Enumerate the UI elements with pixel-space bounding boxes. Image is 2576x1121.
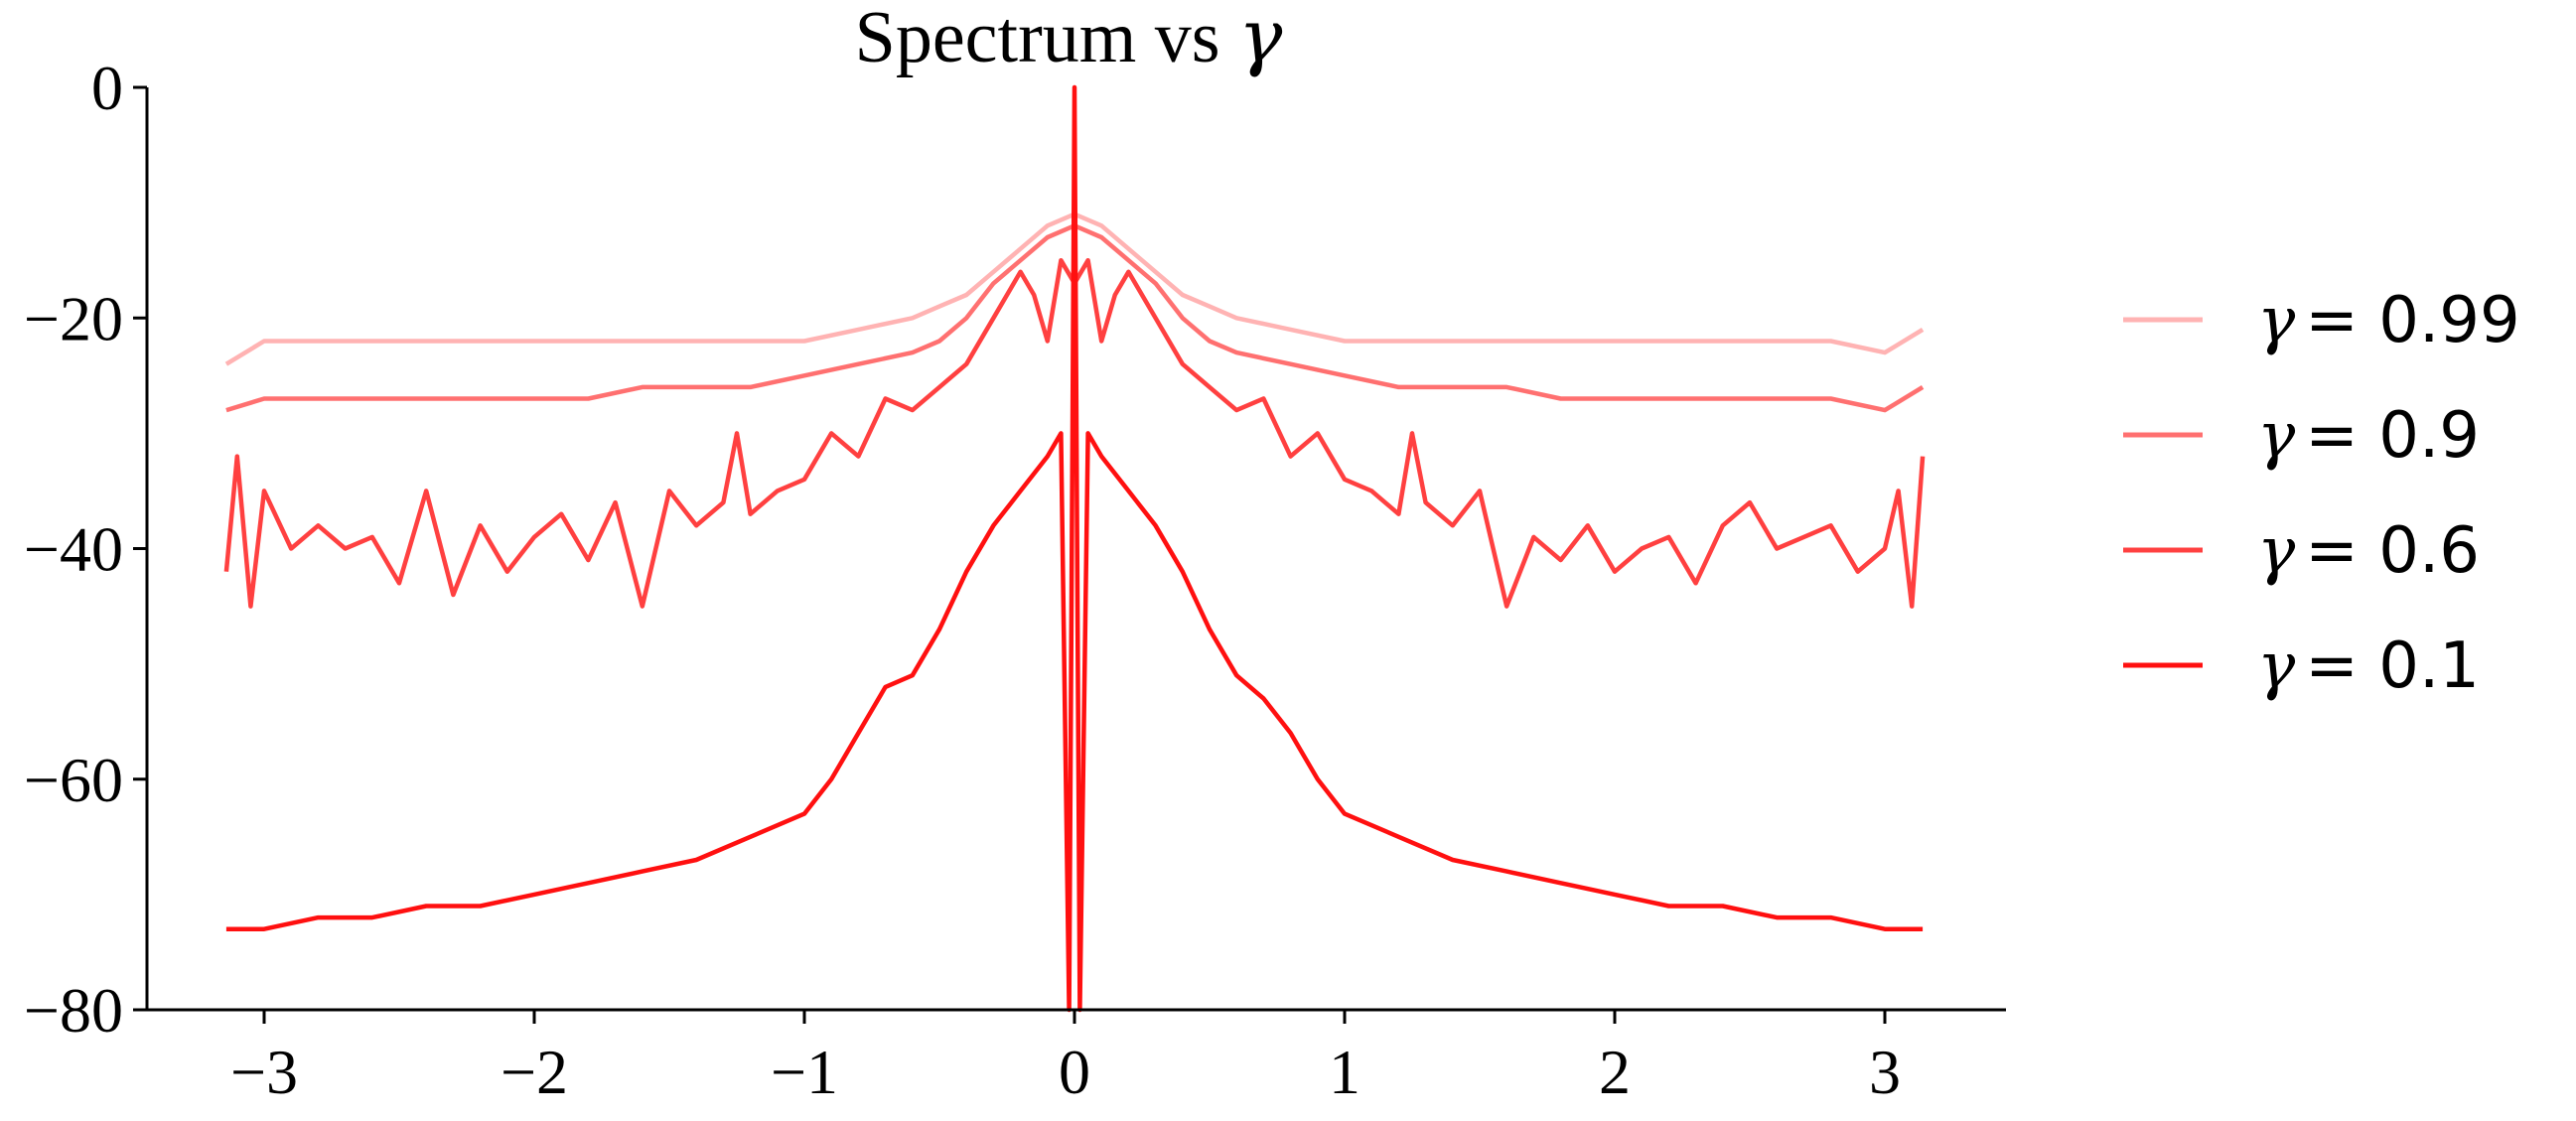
y-tick-label: 0 [91,53,123,123]
series-lines [223,84,1926,1013]
x-tick-label: 3 [1869,1037,1901,1107]
series-line-3 [225,84,1924,1013]
y-axis-ticks: 0 −20 −40 −60 −80 [24,53,147,1046]
x-tick-label: −2 [501,1037,568,1107]
x-tick-label: 2 [1599,1037,1631,1107]
chart-title: Spectrum vs γ [855,0,1283,79]
x-axis-ticks: −3 −2 −1 0 1 2 3 [230,1010,1901,1107]
x-tick-label: −3 [230,1037,298,1107]
legend-label: γ = 0.6 [2257,514,2480,588]
y-tick-label: −40 [24,514,123,585]
x-tick-label: 0 [1059,1037,1090,1107]
legend-label: γ = 0.99 [2257,284,2520,357]
x-tick-label: −1 [771,1037,838,1107]
y-tick-label: −20 [24,283,123,353]
legend: γ = 0.99 γ = 0.9 γ = 0.6 γ = 0.1 [2123,284,2520,703]
legend-label: γ = 0.9 [2257,399,2480,473]
y-tick-label: −60 [24,745,123,815]
x-tick-label: 1 [1329,1037,1360,1107]
y-tick-label: −80 [24,975,123,1046]
legend-label: γ = 0.1 [2257,630,2480,703]
